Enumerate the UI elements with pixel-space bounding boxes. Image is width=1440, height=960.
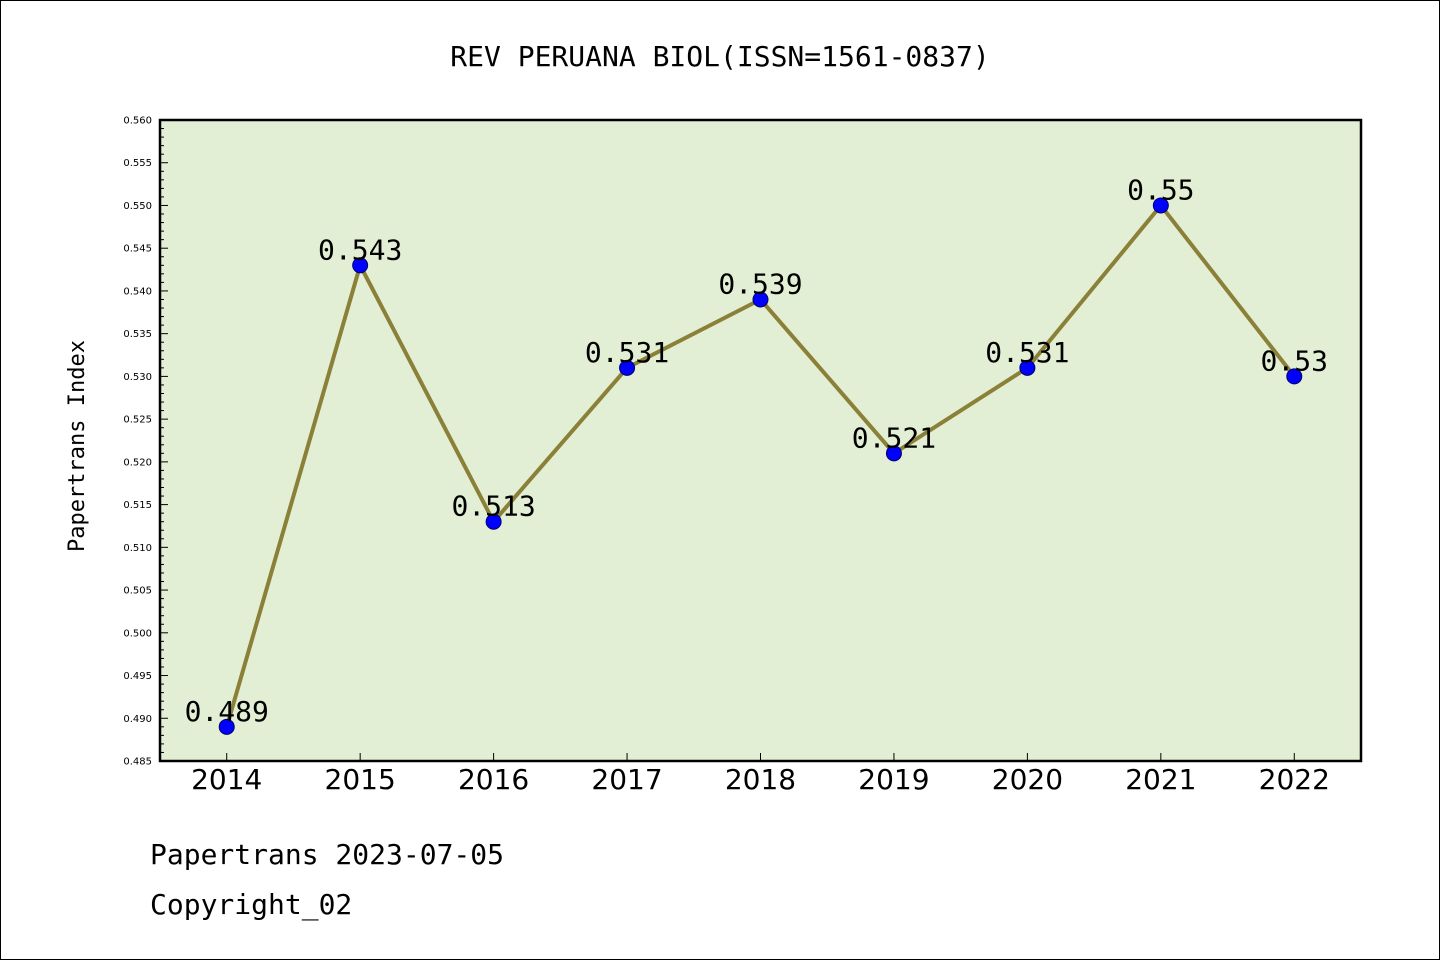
x-tick-label: 2017: [591, 763, 662, 796]
data-point: [1019, 359, 1036, 376]
y-tick-label: 0.485: [123, 757, 152, 768]
data-label: 0.531: [985, 336, 1069, 369]
y-axis-label: Papertrans Index: [65, 340, 90, 552]
x-tick-label: 2019: [858, 763, 929, 796]
y-tick-label: 0.520: [123, 457, 152, 468]
footer-date: Papertrans 2023-07-05: [150, 838, 504, 871]
x-axis-ticks: 2014 2015 2016 2017 2018 2019 2020 2021 2022: [191, 753, 1330, 796]
data-label: 0.531: [585, 336, 669, 369]
x-tick-label: 2018: [725, 763, 796, 796]
data-point: [752, 291, 769, 308]
data-point: [485, 513, 502, 530]
y-tick-label: 0.550: [123, 201, 152, 212]
x-tick-label: 2014: [191, 763, 262, 796]
data-label: 0.543: [318, 233, 402, 266]
data-point: [885, 445, 902, 462]
data-point: [218, 718, 235, 735]
y-tick-label: 0.490: [123, 714, 152, 725]
data-point: [352, 257, 369, 274]
x-tick-label: 2016: [458, 763, 529, 796]
chart-title: REV PERUANA BIOL(ISSN=1561-0837): [450, 40, 989, 73]
y-tick-label: 0.500: [123, 628, 152, 639]
x-tick-label: 2020: [992, 763, 1063, 796]
x-tick-label: 2015: [325, 763, 396, 796]
x-tick-label: 2022: [1259, 763, 1330, 796]
y-tick-label: 0.560: [123, 116, 152, 127]
data-label: 0.521: [852, 421, 936, 454]
data-label: 0.55: [1127, 173, 1194, 206]
x-tick-label: 2021: [1125, 763, 1196, 796]
y-tick-label: 0.545: [123, 244, 152, 255]
y-axis-ticks: 0.485 0.490 0.495 0.500 0.505 0.510 0.515 0.520…: [123, 116, 168, 768]
series-group: 0.489 0.543 0.513 0.531 0.539 0.521 0.531 0.55 0…: [185, 173, 1328, 735]
y-tick-label: 0.505: [123, 586, 152, 597]
y-tick-label: 0.525: [123, 415, 152, 426]
data-label: 0.489: [185, 695, 269, 728]
y-tick-label: 0.555: [123, 158, 152, 169]
y-tick-label: 0.535: [123, 329, 152, 340]
y-tick-label: 0.540: [123, 286, 152, 297]
plot-area: [158, 118, 1363, 763]
footer-copyright: Copyright_02: [150, 888, 352, 922]
y-tick-label: 0.495: [123, 671, 152, 682]
data-label: 0.53: [1261, 344, 1328, 377]
y-tick-label: 0.515: [123, 500, 152, 511]
data-label: 0.539: [718, 267, 802, 300]
y-tick-label: 0.530: [123, 372, 152, 383]
data-point: [1286, 368, 1303, 385]
data-point: [619, 359, 636, 376]
data-label: 0.513: [451, 490, 535, 523]
data-point: [1152, 197, 1169, 214]
y-tick-label: 0.510: [123, 543, 152, 554]
